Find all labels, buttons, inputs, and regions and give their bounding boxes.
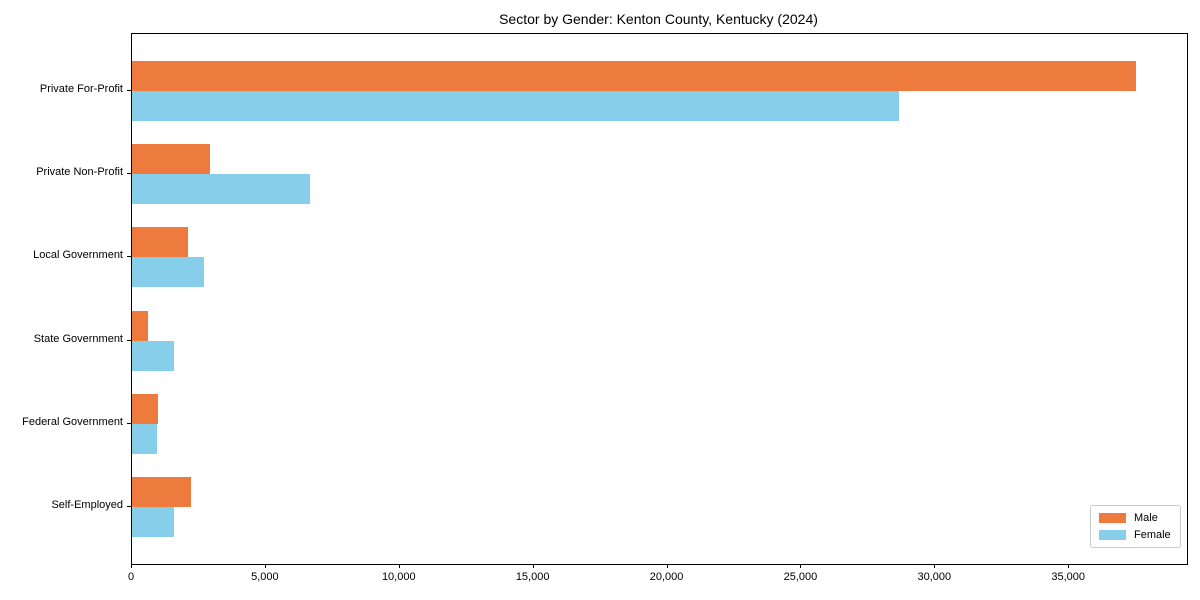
bar-female-private-for-profit	[132, 91, 899, 122]
legend-label-male: Male	[1134, 512, 1158, 524]
x-tick-label: 10,000	[381, 571, 416, 583]
y-tick-mark	[127, 90, 131, 92]
y-tick-mark	[127, 173, 131, 175]
plot-area	[131, 33, 1188, 565]
legend-entry-female: Female	[1099, 529, 1171, 541]
bar-male-self-employed	[132, 476, 191, 507]
bar-male-federal-government	[132, 393, 158, 424]
bar-female-self-employed	[132, 506, 174, 537]
bar-female-state-government	[132, 340, 174, 371]
y-tick-mark	[127, 339, 131, 341]
x-tick-mark	[666, 564, 668, 568]
bar-female-private-non-profit	[132, 174, 310, 205]
x-tick-mark	[398, 564, 400, 568]
y-tick-mark	[127, 505, 131, 507]
legend-swatch-male	[1099, 513, 1126, 523]
y-tick-label-private-non-profit: Private Non-Profit	[36, 166, 123, 179]
x-tick-mark	[264, 564, 266, 568]
x-tick-label: 5,000	[251, 571, 279, 583]
x-tick-mark	[934, 564, 936, 568]
y-tick-label-state-government: State Government	[33, 332, 123, 345]
x-tick-label: 30,000	[917, 571, 952, 583]
x-tick-mark	[800, 564, 802, 568]
bar-female-federal-government	[132, 423, 157, 454]
legend-entry-male: Male	[1099, 512, 1171, 524]
y-tick-label-federal-government: Federal Government	[22, 415, 123, 428]
bar-male-local-government	[132, 227, 188, 258]
legend-label-female: Female	[1134, 529, 1171, 541]
x-tick-label: 25,000	[783, 571, 818, 583]
x-tick-mark	[131, 564, 132, 568]
bar-male-state-government	[132, 310, 148, 341]
y-tick-label-self-employed: Self-Employed	[51, 498, 123, 511]
bar-male-private-for-profit	[132, 61, 1136, 92]
chart-title: Sector by Gender: Kenton County, Kentuck…	[499, 11, 818, 27]
y-tick-mark	[127, 422, 131, 424]
x-tick-label: 0	[127, 571, 135, 583]
x-tick-label: 20,000	[649, 571, 684, 583]
y-tick-mark	[127, 256, 131, 258]
legend: Male Female	[1090, 505, 1181, 548]
y-tick-label-private-for-profit: Private For-Profit	[39, 83, 123, 96]
x-tick-mark	[532, 564, 534, 568]
x-tick-label: 15,000	[515, 571, 550, 583]
bar-male-private-non-profit	[132, 144, 210, 175]
bar-female-local-government	[132, 257, 204, 288]
y-tick-label-local-government: Local Government	[33, 249, 123, 262]
legend-swatch-female	[1099, 530, 1126, 540]
x-tick-label: 35,000	[1051, 571, 1085, 583]
x-tick-mark	[1068, 564, 1070, 568]
